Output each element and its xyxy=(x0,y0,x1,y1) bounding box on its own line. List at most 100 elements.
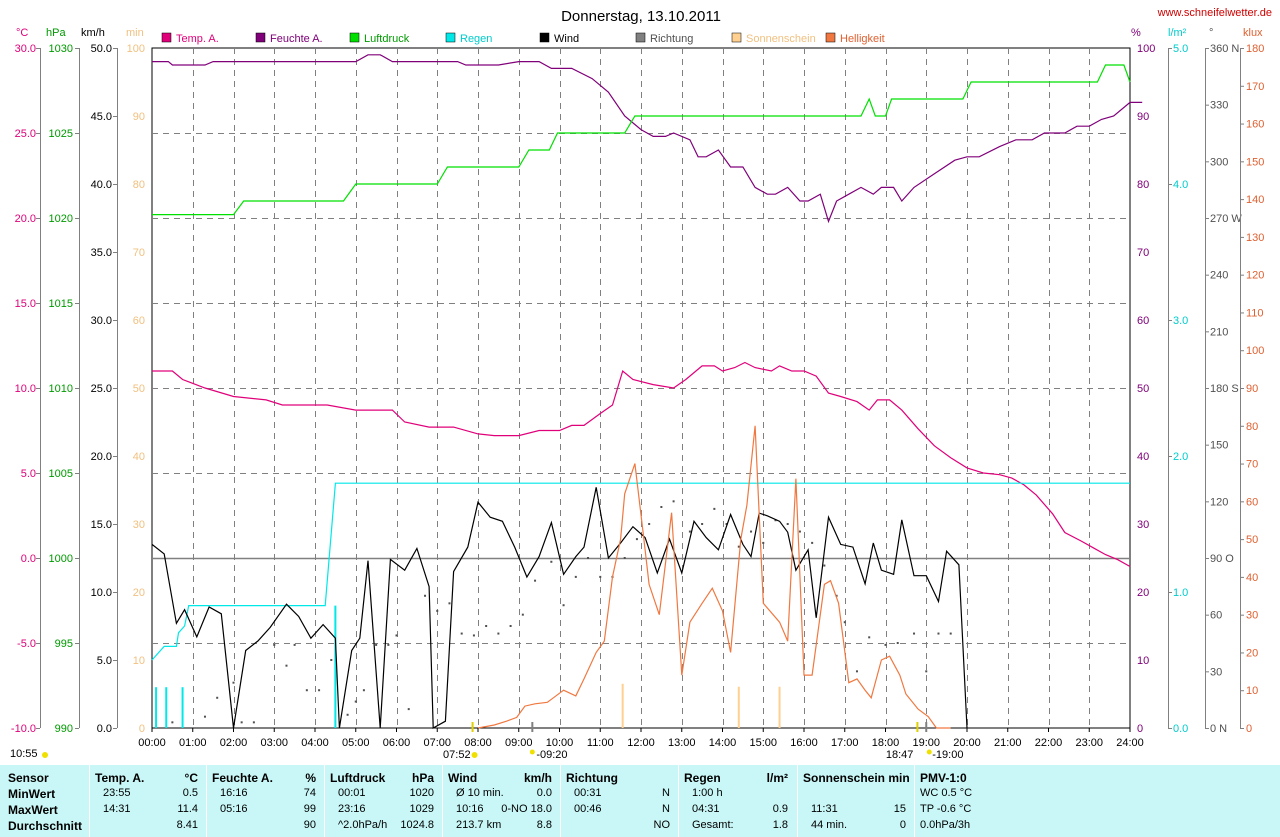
summary-time: 213.7 km xyxy=(456,819,502,831)
wind-tick-label: 20.0 xyxy=(91,451,112,463)
legend-swatch xyxy=(445,32,456,43)
summary-value: 8.8 xyxy=(536,819,552,831)
legend-item: Regen xyxy=(445,32,492,45)
summary-value: N xyxy=(662,787,670,799)
direction-tick-label: 360 N xyxy=(1210,43,1239,55)
summary-time: 23:16 xyxy=(338,803,366,815)
lux-tick-label: 140 xyxy=(1246,194,1264,206)
series-temp-a xyxy=(152,361,1131,568)
sunset-range-icon xyxy=(926,749,932,755)
site-link[interactable]: www.schneifelwetter.de xyxy=(1157,7,1272,19)
direction-point xyxy=(534,579,537,582)
direction-point xyxy=(587,557,590,559)
summary-value: 0.0 xyxy=(536,787,552,799)
x-tick-label: 17:00 xyxy=(831,737,859,749)
temp-tick-label: 30.0 xyxy=(15,43,36,55)
pressure-tick-label: 1005 xyxy=(49,468,73,480)
legend-label: Temp. A. xyxy=(176,33,219,45)
summary-header: Feuchte A. xyxy=(212,771,273,785)
rain-tick-label: 3.0 xyxy=(1173,315,1188,327)
direction-point xyxy=(448,602,451,605)
lux-tick-label: 60 xyxy=(1246,496,1258,508)
humidity-tick-label: 70 xyxy=(1137,247,1149,259)
wind-tick-label: 0.0 xyxy=(97,723,112,735)
direction-point xyxy=(688,530,691,533)
temp-tick-label: 25.0 xyxy=(15,128,36,140)
legend-swatch xyxy=(825,32,836,43)
series-luftdruck xyxy=(152,64,1131,216)
direction-point xyxy=(713,507,716,510)
pressure-tick-label: 1025 xyxy=(49,128,73,140)
legend-label: Richtung xyxy=(650,33,693,45)
x-tick-label: 03:00 xyxy=(260,737,288,749)
direction-tick-label: 240 xyxy=(1210,270,1228,282)
x-tick-label: 04:00 xyxy=(301,737,329,749)
legend-label: Regen xyxy=(460,33,492,45)
sun_min-tick-label: 30 xyxy=(133,519,145,531)
direction-tick-label: 210 xyxy=(1210,326,1228,338)
summary-value: 15 xyxy=(893,803,906,815)
lux-tick-label: 80 xyxy=(1246,421,1258,433)
x-tick-label: 00:00 xyxy=(138,737,166,749)
x-tick-label: 10:00 xyxy=(546,737,574,749)
column-separator xyxy=(678,765,679,837)
sunrise-range-label: -09:20 xyxy=(536,749,567,761)
sun_min-tick-label: 20 xyxy=(133,587,145,599)
x-tick-label: 22:00 xyxy=(1035,737,1063,749)
summary-unit: °C xyxy=(184,771,198,785)
pressure-tick-label: 990 xyxy=(55,723,73,735)
column-separator xyxy=(560,765,561,837)
humidity-tick-label: 20 xyxy=(1137,587,1149,599)
sunset-range-label: -19:00 xyxy=(932,749,963,761)
summary-value: 11.4 xyxy=(177,803,198,815)
summary-time: 44 min. xyxy=(811,819,848,831)
direction-point xyxy=(346,713,349,716)
chart-title: Donnerstag, 13.10.2011 xyxy=(561,8,721,25)
pressure-tick-label: 1020 xyxy=(49,213,73,225)
sun_min-tick-label: 90 xyxy=(133,111,145,123)
wind-tick-label: 50.0 xyxy=(91,43,112,55)
direction-point xyxy=(843,621,846,624)
temp-tick-label: 5.0 xyxy=(21,468,36,480)
column-separator xyxy=(206,765,207,837)
humidity-tick-label: 50 xyxy=(1137,383,1149,395)
summary-header: Sonnenschein min xyxy=(803,771,910,785)
humidity-tick-label: 60 xyxy=(1137,315,1149,327)
direction-point xyxy=(868,636,871,639)
summary-header: Temp. A. xyxy=(95,771,145,785)
summary-table: Sensor MinWert MaxWert Durchschnitt Temp. A.… xyxy=(0,765,1280,837)
direction-point xyxy=(937,632,940,635)
summary-time: 00:01 xyxy=(338,787,366,799)
x-tick-label: 19:00 xyxy=(912,737,940,749)
summary-value: TP -0.6 °C xyxy=(920,803,972,815)
summary-time: ^2.0hPa/h xyxy=(338,819,388,831)
direction-point xyxy=(701,523,704,525)
summary-row-label: Durchschnitt xyxy=(8,819,83,833)
summary-value: 99 xyxy=(303,803,316,815)
x-tick-label: 02:00 xyxy=(220,737,248,749)
direction-point xyxy=(750,530,753,533)
x-tick-label: 01:00 xyxy=(179,737,207,749)
summary-unit: hPa xyxy=(411,771,434,785)
direction-tick-label: 120 xyxy=(1210,496,1228,508)
legend-label: Feuchte A. xyxy=(270,33,323,45)
sun_min-tick-label: 80 xyxy=(133,179,145,191)
direction-point xyxy=(774,519,777,522)
x-tick-label: 07:00 xyxy=(423,737,451,749)
pressure-unit-label: hPa xyxy=(46,27,66,39)
direction-point xyxy=(835,594,838,597)
direction-point xyxy=(925,670,928,673)
lux-tick-label: 90 xyxy=(1246,383,1258,395)
pressure-tick-label: 1000 xyxy=(49,553,73,565)
summary-time: 10:16 xyxy=(456,803,484,815)
direction-point xyxy=(485,625,488,627)
sun_min-unit-label: min xyxy=(126,27,144,39)
x-tick-label: 23:00 xyxy=(1075,737,1103,749)
lux-tick-label: 160 xyxy=(1246,119,1264,131)
summary-value: 90 xyxy=(303,819,316,831)
humidity-tick-label: 80 xyxy=(1137,179,1149,191)
x-tick-label: 15:00 xyxy=(749,737,777,749)
direction-point xyxy=(460,632,463,635)
lux-tick-label: 110 xyxy=(1246,307,1264,319)
x-tick-label: 08:00 xyxy=(464,737,492,749)
